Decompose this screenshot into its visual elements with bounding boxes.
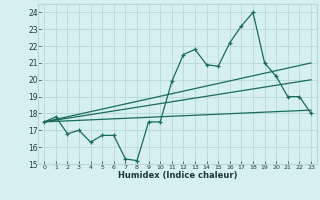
X-axis label: Humidex (Indice chaleur): Humidex (Indice chaleur) <box>118 171 237 180</box>
